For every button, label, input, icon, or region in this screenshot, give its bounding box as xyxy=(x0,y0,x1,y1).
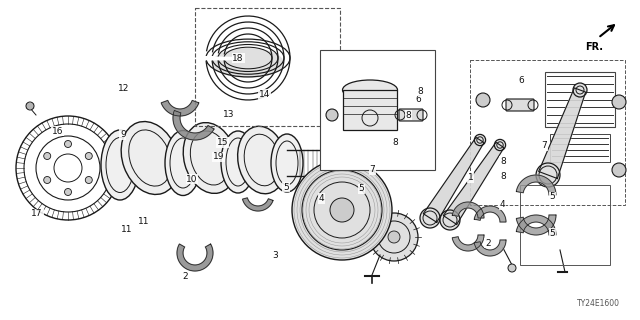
Circle shape xyxy=(476,93,490,107)
Text: 4: 4 xyxy=(319,194,324,203)
Polygon shape xyxy=(444,142,504,224)
Circle shape xyxy=(612,95,626,109)
Text: 11: 11 xyxy=(121,225,132,234)
Ellipse shape xyxy=(342,80,397,100)
Text: FR.: FR. xyxy=(585,42,603,52)
Bar xyxy=(343,90,397,130)
Circle shape xyxy=(65,140,72,148)
Ellipse shape xyxy=(121,122,179,195)
Ellipse shape xyxy=(165,131,201,196)
Circle shape xyxy=(508,264,516,272)
Bar xyxy=(470,60,625,205)
Circle shape xyxy=(420,208,440,228)
Text: 13: 13 xyxy=(223,110,234,119)
Circle shape xyxy=(388,231,400,243)
Text: 8: 8 xyxy=(393,138,398,147)
Ellipse shape xyxy=(221,131,255,193)
Text: 7: 7 xyxy=(541,141,547,150)
Circle shape xyxy=(536,163,560,187)
Text: 2: 2 xyxy=(485,239,490,248)
Bar xyxy=(195,8,340,126)
Text: 6: 6 xyxy=(415,95,420,104)
Polygon shape xyxy=(452,202,484,218)
Polygon shape xyxy=(539,88,586,179)
FancyBboxPatch shape xyxy=(330,185,342,190)
Circle shape xyxy=(326,109,338,121)
Polygon shape xyxy=(423,137,484,222)
Text: 15: 15 xyxy=(217,138,228,147)
Bar xyxy=(545,72,615,127)
Text: 2: 2 xyxy=(183,272,188,281)
Text: 8: 8 xyxy=(500,157,506,166)
Text: 8: 8 xyxy=(417,87,422,96)
Ellipse shape xyxy=(271,134,303,192)
Circle shape xyxy=(474,134,486,146)
Text: TY24E1600: TY24E1600 xyxy=(577,299,620,308)
Polygon shape xyxy=(474,206,506,222)
Bar xyxy=(550,134,610,162)
Circle shape xyxy=(85,177,92,183)
Polygon shape xyxy=(173,110,214,140)
Circle shape xyxy=(338,210,378,250)
Circle shape xyxy=(494,140,506,151)
Circle shape xyxy=(330,198,354,222)
Circle shape xyxy=(44,177,51,183)
Circle shape xyxy=(65,188,72,196)
Bar xyxy=(320,50,435,170)
Text: 16: 16 xyxy=(52,127,63,136)
Text: 5: 5 xyxy=(550,229,555,238)
Text: 18: 18 xyxy=(232,54,244,63)
Circle shape xyxy=(370,213,418,261)
Ellipse shape xyxy=(101,130,139,200)
Text: 9: 9 xyxy=(120,130,125,139)
Text: 19: 19 xyxy=(213,152,225,161)
Text: 6: 6 xyxy=(519,76,524,84)
Text: 14: 14 xyxy=(259,90,270,99)
Polygon shape xyxy=(161,100,199,116)
FancyBboxPatch shape xyxy=(399,109,423,121)
Text: 4: 4 xyxy=(500,200,505,209)
Text: 1: 1 xyxy=(468,173,473,182)
Circle shape xyxy=(440,210,460,230)
Text: 5: 5 xyxy=(550,192,555,201)
Circle shape xyxy=(612,163,626,177)
Ellipse shape xyxy=(212,48,284,78)
Circle shape xyxy=(85,153,92,159)
Text: 10: 10 xyxy=(186,175,198,184)
FancyBboxPatch shape xyxy=(506,99,534,111)
Circle shape xyxy=(292,160,392,260)
Text: 17: 17 xyxy=(31,209,43,218)
Text: 3: 3 xyxy=(273,252,278,260)
Text: 8: 8 xyxy=(406,111,411,120)
Bar xyxy=(520,185,610,265)
Text: 8: 8 xyxy=(500,172,506,180)
Circle shape xyxy=(26,102,34,110)
Text: 11: 11 xyxy=(138,217,150,226)
Polygon shape xyxy=(452,235,484,251)
Polygon shape xyxy=(243,198,273,211)
Polygon shape xyxy=(516,215,556,235)
Circle shape xyxy=(353,225,363,235)
Text: 5: 5 xyxy=(284,183,289,192)
Ellipse shape xyxy=(237,126,286,194)
Circle shape xyxy=(44,153,51,159)
Text: 12: 12 xyxy=(118,84,129,93)
Circle shape xyxy=(573,83,587,97)
Text: 7: 7 xyxy=(370,165,375,174)
Polygon shape xyxy=(516,175,556,195)
Ellipse shape xyxy=(183,123,237,193)
Polygon shape xyxy=(474,240,506,256)
Text: 5: 5 xyxy=(359,184,364,193)
Polygon shape xyxy=(516,215,556,235)
Polygon shape xyxy=(177,244,213,271)
